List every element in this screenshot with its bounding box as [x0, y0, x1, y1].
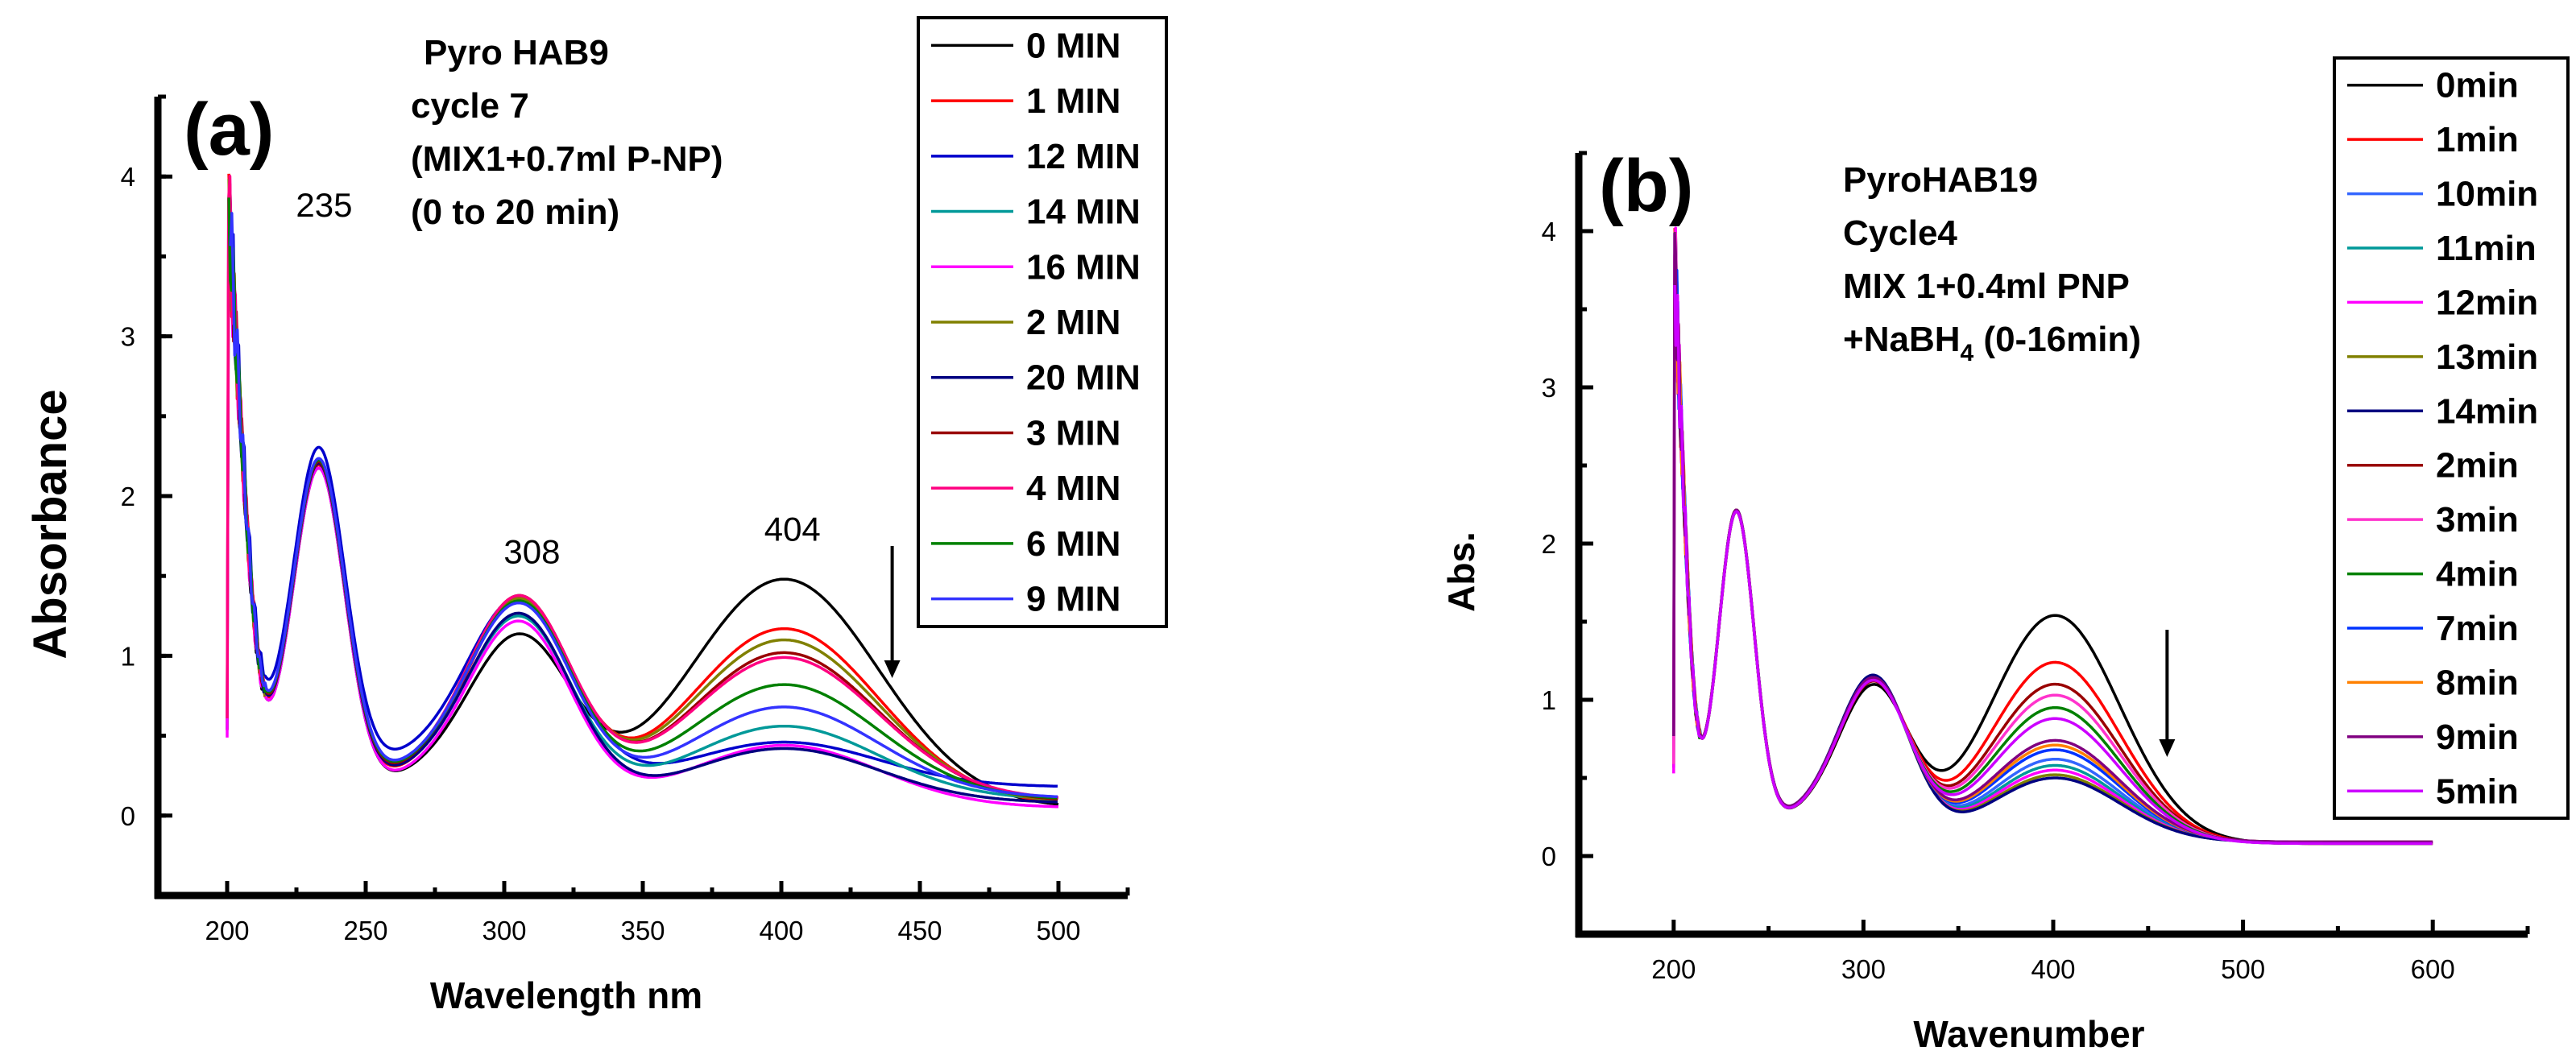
peak-label: 404	[764, 511, 821, 548]
x-tick-label: 400	[2031, 954, 2075, 984]
legend-entry: 14 MIN	[1026, 192, 1141, 232]
legend-entry: 12min	[2436, 283, 2538, 322]
annotation-subscript: 4	[1961, 340, 1974, 366]
x-axis-label: Wavelength nm	[430, 974, 702, 1016]
decrease-arrowhead	[884, 660, 901, 678]
y-tick-label: 0	[121, 801, 135, 831]
legend-box	[2333, 56, 2570, 820]
series-line-2min	[1675, 313, 2433, 846]
x-tick-label: 300	[1841, 954, 1886, 984]
annotation-line: Cycle4	[1843, 213, 1957, 253]
y-tick-label: 1	[121, 641, 135, 671]
panel-b: 200 300 400 500 600 0 1 2 3 4 Wavenumber Abs. (b) 0mi…	[1440, 56, 2570, 1055]
y-tick-label: 1	[1542, 685, 1556, 715]
x-tick-label: 200	[205, 916, 249, 945]
annotation-line-nabh4: +NaBH4 (0-16min)	[1843, 320, 2141, 366]
panel-a: 200 250 300 350 400 450 500 0 1 2 3 4 Wavelength nm A…	[24, 16, 1168, 1016]
legend-entry: 6 MIN	[1026, 524, 1120, 564]
annotation-text: (0-16min)	[1973, 320, 2141, 359]
x-tick-label: 300	[482, 916, 526, 945]
legend-entry: 1 MIN	[1026, 81, 1120, 121]
legend-entry: 14min	[2436, 391, 2538, 431]
legend-entry: 3 MIN	[1026, 413, 1120, 453]
series-line-10min	[1674, 300, 2433, 844]
y-axis-label: Abs.	[1440, 532, 1482, 612]
legend-entry: 8min	[2436, 663, 2519, 702]
x-tick-label: 250	[343, 916, 387, 945]
x-tick-label: 500	[1036, 916, 1080, 945]
x-tick-label: 200	[1651, 954, 1696, 984]
x-tick-label: 350	[620, 916, 665, 945]
legend-entry: 9 MIN	[1026, 580, 1120, 619]
decrease-arrowhead	[2159, 739, 2176, 757]
legend-entry: 2 MIN	[1026, 303, 1120, 342]
x-tick-label: 600	[2411, 954, 2455, 984]
legend-entry: 11min	[2436, 229, 2537, 268]
legend-entry: 3min	[2436, 500, 2519, 540]
annotation-line: (MIX1+0.7ml P-NP)	[411, 139, 723, 179]
legend-entry: 9min	[2436, 718, 2519, 757]
series-line-9-min	[229, 212, 1058, 799]
panel-label: (b)	[1599, 145, 1693, 227]
series-line-5min	[1673, 284, 2433, 846]
legend-entry: 4 MIN	[1026, 469, 1120, 508]
legend-entry: 0min	[2436, 66, 2519, 105]
y-tick-label: 4	[1542, 217, 1556, 246]
peak-label: 308	[503, 532, 560, 570]
legend-entry: 10min	[2436, 175, 2538, 214]
peak-label: 235	[296, 186, 352, 224]
annotation-line: Pyro HAB9	[424, 33, 609, 72]
annotation-line: (0 to 20 min)	[411, 192, 619, 232]
legend-entry: 1min	[2436, 120, 2519, 159]
y-axis-label: Absorbance	[24, 389, 77, 659]
legend-entry: 12 MIN	[1026, 137, 1141, 176]
legend-entry: 7min	[2436, 609, 2519, 648]
y-tick-label: 3	[121, 322, 135, 352]
y-tick-label: 2	[121, 482, 135, 511]
annotation-line: MIX 1+0.4ml PNP	[1843, 267, 2130, 306]
y-tick-label: 3	[1542, 373, 1556, 403]
legend-entry: 2min	[2436, 446, 2519, 486]
legend-entry: 5min	[2436, 771, 2519, 811]
y-tick-label: 4	[121, 162, 135, 192]
legend-entry: 16 MIN	[1026, 247, 1141, 287]
y-tick-label: 2	[1542, 529, 1556, 559]
annotation-line: cycle 7	[411, 86, 529, 126]
panel-label: (a)	[184, 89, 274, 171]
legend-entry: 4min	[2436, 555, 2519, 594]
x-axis-label: Wavenumber	[1913, 1013, 2144, 1055]
legend-entry: 0 MIN	[1026, 26, 1120, 65]
x-tick-label: 450	[897, 916, 942, 945]
annotation-line: PyroHAB19	[1843, 160, 2038, 200]
annotation-text: +NaBH	[1843, 320, 1961, 359]
series-line-12-min	[229, 233, 1058, 788]
x-tick-label: 400	[759, 916, 803, 945]
legend-entry: 20 MIN	[1026, 358, 1141, 398]
y-tick-label: 0	[1542, 842, 1556, 871]
x-tick-label: 500	[2221, 954, 2265, 984]
legend-entry: 13min	[2436, 337, 2538, 377]
